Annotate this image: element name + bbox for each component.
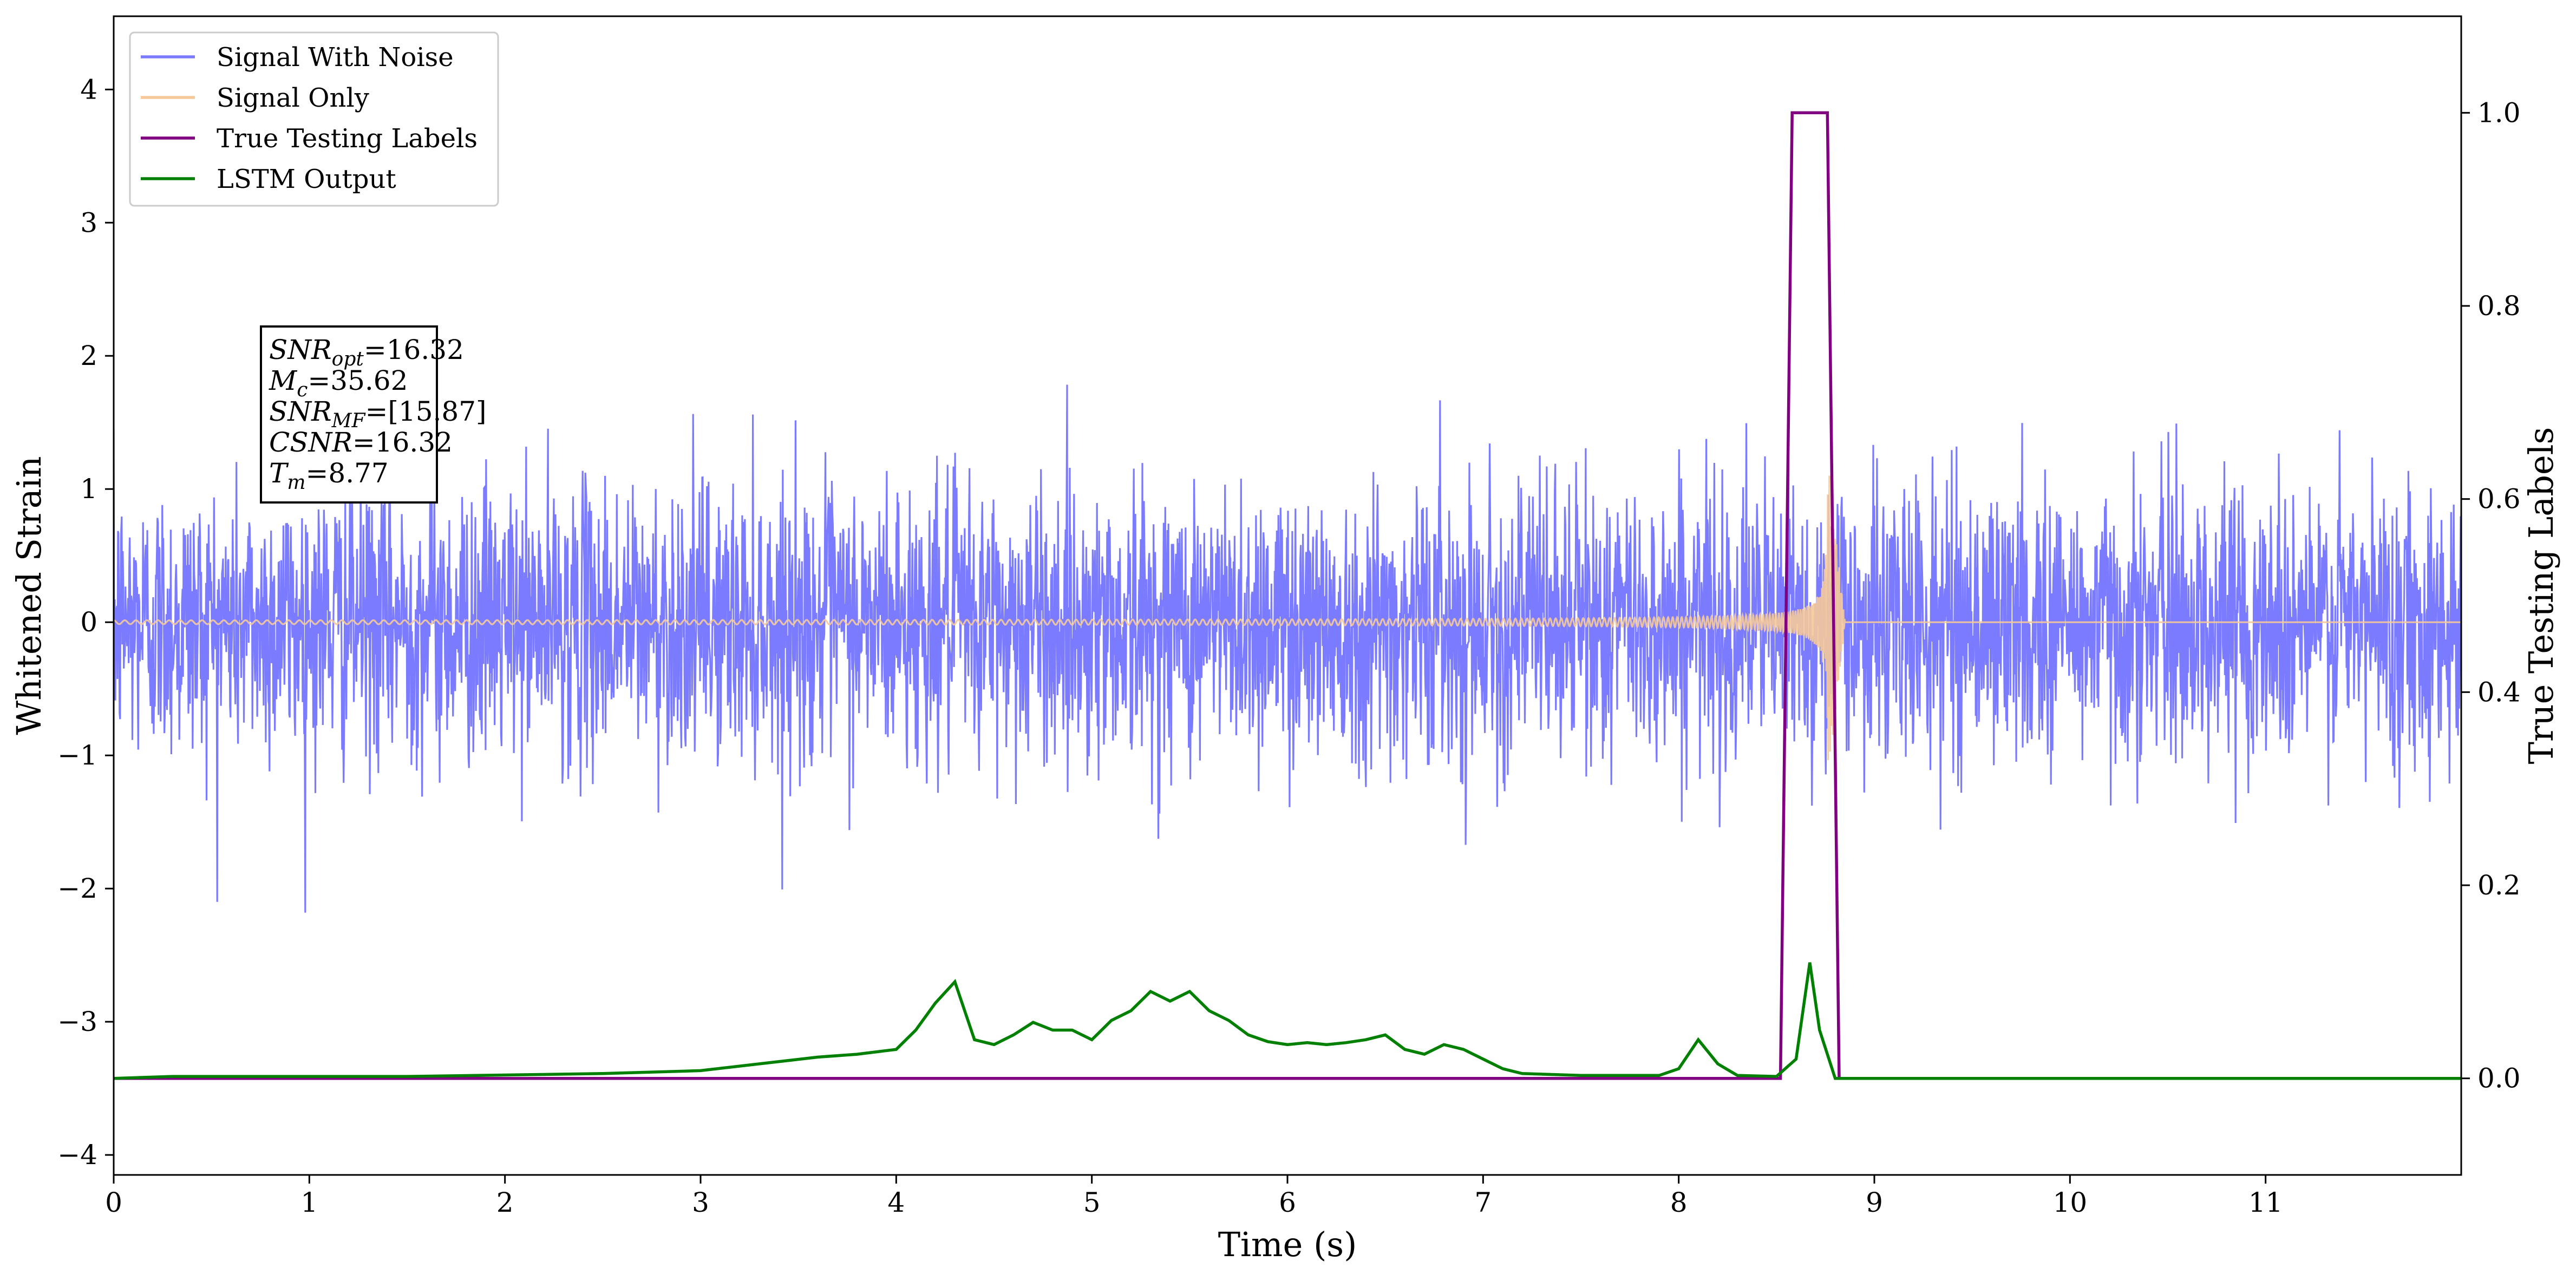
x-tick-label: 1 [300,1187,318,1218]
annotation-line: CSNR=16.32 [269,427,453,458]
x-tick-label: 5 [1083,1187,1101,1218]
x-tick-label: 8 [1670,1187,1688,1218]
y-tick-label: −2 [57,873,97,904]
legend-box [129,31,499,207]
y-tick-label: 2 [80,340,97,371]
x-tick-label: 3 [692,1187,709,1218]
y-axis-label: Whitened Strain [9,456,49,735]
y2-axis-label: True Testing Labels [2521,427,2561,765]
x-tick-label: 6 [1279,1187,1296,1218]
y-tick-label: 1 [80,473,97,505]
y2-tick-label: 0.2 [2477,870,2521,901]
legend-label: True Testing Labels [217,123,478,154]
y-tick-label: 4 [80,74,97,105]
series-signal-only [114,475,2461,760]
legend-label: Signal Only [217,83,369,113]
y2-tick-label: 0.6 [2477,484,2521,515]
x-tick-label: 7 [1474,1187,1492,1218]
annotation-line: SNRopt=16.32 [269,334,464,370]
series-lstm-output [114,962,2461,1080]
annotation-line: Mc=35.62 [269,365,408,401]
y2-tick-label: 0.0 [2477,1063,2521,1094]
annotation-line: Tm=8.77 [269,458,389,494]
x-tick-label: 4 [887,1187,905,1218]
x-tick-label: 9 [1866,1187,1883,1218]
x-tick-label: 0 [105,1187,122,1218]
legend-label: LSTM Output [217,164,396,194]
x-tick-label: 10 [2053,1187,2088,1218]
annotation-line: SNRMF=[15.87] [269,396,487,432]
annotation-box [260,325,438,504]
y2-tick-label: 0.8 [2477,290,2521,322]
y2-tick-label: 1.0 [2477,97,2521,128]
legend-label: Signal With Noise [217,42,454,73]
x-tick-label: 11 [2248,1187,2283,1218]
x-tick-label: 2 [496,1187,514,1218]
y2-tick-label: 0.4 [2477,676,2521,708]
y-tick-label: −3 [57,1006,97,1037]
x-axis-label: Time (s) [1218,1225,1357,1264]
y-tick-label: 3 [80,207,97,238]
y-tick-label: −4 [57,1139,97,1171]
y-tick-label: −1 [57,740,97,771]
y-tick-label: 0 [80,606,97,638]
